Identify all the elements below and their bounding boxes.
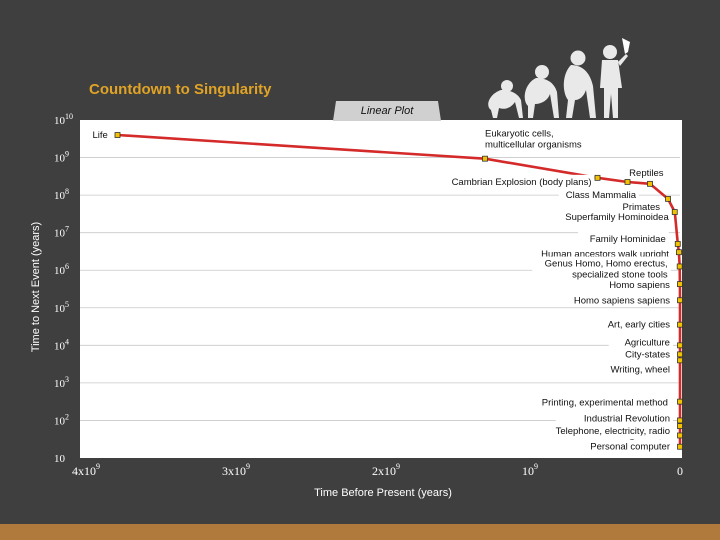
data-point-marker: [671, 209, 678, 215]
data-point-marker: [677, 417, 683, 424]
annotation-label: Genus Homo, Homo erectus, specialized sto…: [545, 258, 668, 280]
data-point-marker: [677, 281, 683, 288]
annotation-bg: [576, 439, 673, 453]
evolution-silhouette-icon: [488, 38, 630, 118]
data-point-marker: [676, 249, 682, 256]
annotation-bg: [608, 347, 673, 361]
annotation-bg: [549, 210, 672, 224]
data-point-marker: [482, 155, 488, 162]
x-tick-label: 3x109: [222, 462, 250, 478]
y-tick-label: 109: [54, 150, 69, 165]
data-point-marker: [677, 423, 683, 429]
annotation-bg: [608, 335, 673, 349]
annotation-bg: [618, 165, 667, 179]
annotation-label: Primates: [623, 202, 661, 213]
annotation-bg: [592, 362, 673, 376]
annotation-label: Printing, experimental method: [542, 398, 668, 409]
annotation-label: Art, early cities: [608, 320, 671, 331]
y-tick-label: 106: [54, 262, 69, 277]
annotation-label: Personal computer: [590, 442, 670, 453]
annotation-bg: [511, 395, 671, 409]
y-tick-label: 108: [54, 187, 69, 202]
annotation-bg: [424, 174, 595, 188]
chart-title: Countdown to Singularity: [89, 81, 272, 98]
y-tick-label: 107: [54, 225, 69, 240]
data-point-marker: [665, 195, 671, 202]
annotation-bg: [558, 187, 639, 201]
annotation-label: Agriculture: [625, 337, 670, 348]
annotation-label: Reptiles: [629, 168, 664, 179]
data-point-marker: [677, 321, 683, 328]
linear-plot-tab: [333, 101, 441, 121]
annotation-label: Industrial Revolution: [584, 413, 670, 424]
annotation-label: Eukaryotic cells, multicellular organisms: [485, 129, 582, 151]
chart-subtitle: Linear Plot: [361, 105, 415, 117]
data-point-marker: [677, 432, 683, 439]
data-point-marker: [647, 180, 653, 187]
annotation-label: Life: [93, 130, 108, 141]
annotation-bg: [532, 256, 671, 281]
data-point-marker: [624, 179, 631, 185]
data-point-marker: [676, 263, 683, 270]
annotation-bg: [614, 199, 663, 213]
data-point-marker: [677, 443, 683, 450]
annotation-bg: [555, 411, 673, 425]
y-tick-label: 10: [54, 453, 66, 465]
y-tick-label: 1010: [54, 112, 73, 127]
annotation-label: Class Mammalia: [566, 190, 637, 201]
data-point-marker: [114, 132, 121, 138]
annotation-label: Writing, wheel: [610, 364, 670, 375]
annotation-label: Human ancestors walk upright: [541, 249, 669, 260]
y-tick-label: 104: [54, 337, 69, 352]
x-tick-label: 0: [677, 464, 683, 478]
annotation-bg: [577, 231, 669, 245]
bottom-accent-bar: [0, 524, 720, 540]
annotation-bg: [89, 128, 117, 142]
data-point-marker: [677, 351, 683, 358]
data-point-marker: [677, 357, 683, 364]
annotation-bg: [560, 293, 673, 307]
x-axis-label: Time Before Present (years): [314, 487, 452, 499]
y-tick-label: 105: [54, 300, 69, 315]
annotation-label: Family Hominidae: [590, 234, 666, 245]
x-tick-label: 109: [522, 462, 538, 478]
y-tick-label: 103: [54, 375, 69, 390]
data-point-marker: [677, 297, 683, 304]
annotation-label: Superfamily Hominoidea: [565, 212, 669, 223]
annotation-bg: [508, 424, 673, 438]
x-tick-label: 4x109: [72, 462, 100, 478]
annotation-label: Cambrian Explosion (body plans): [452, 177, 592, 188]
annotation-bg: [603, 278, 673, 292]
data-point-marker: [677, 342, 683, 349]
annotation-bg: [576, 317, 673, 331]
annotation-label: Homo sapiens sapiens: [574, 295, 670, 306]
data-point-marker: [677, 398, 683, 405]
annotation-label: Homo sapiens: [609, 280, 670, 291]
y-tick-label: 102: [54, 412, 69, 427]
annotation-label: City-states: [625, 349, 670, 360]
y-axis-label: Time to Next Event (years): [30, 222, 42, 352]
data-point-marker: [674, 241, 681, 247]
data-point-marker: [594, 174, 601, 181]
annotation-label: Telephone, electricity, radio: [556, 426, 670, 437]
annotation-bg: [482, 126, 610, 151]
x-tick-label: 2x109: [372, 462, 400, 478]
